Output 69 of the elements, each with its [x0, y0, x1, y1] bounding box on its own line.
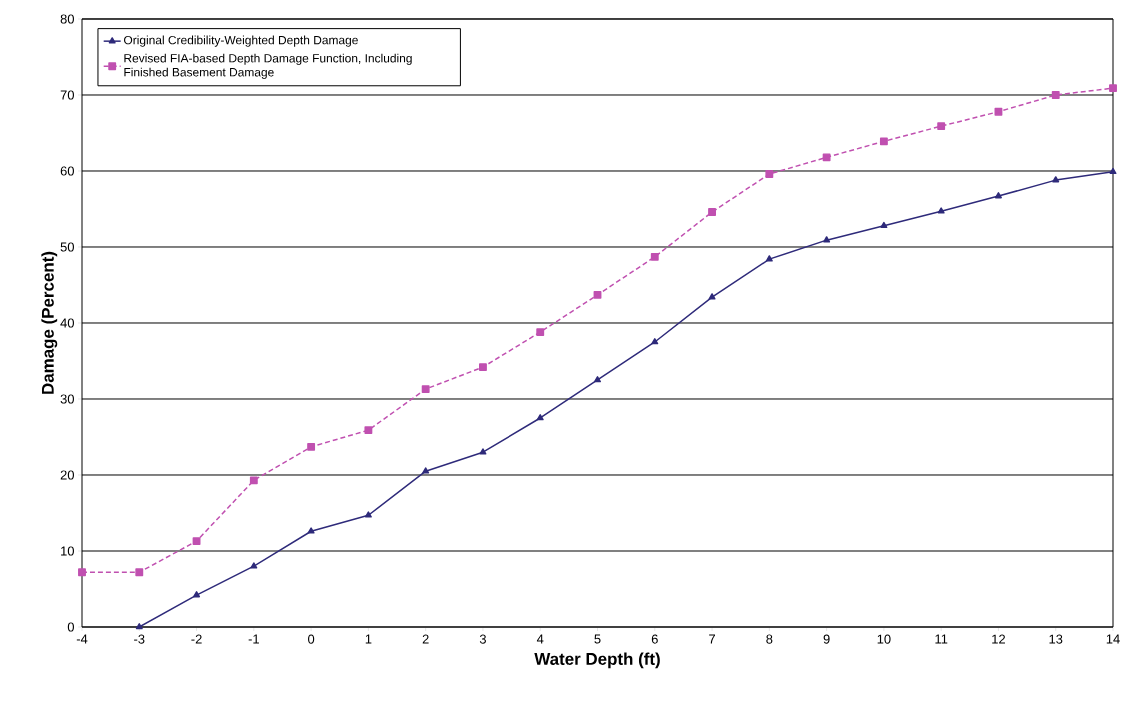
- point: [994, 107, 1003, 116]
- x-tick-label: 1: [365, 634, 372, 644]
- x-tick-label: -4: [76, 634, 88, 644]
- point: [479, 363, 487, 372]
- point: [249, 476, 258, 485]
- point: [1109, 167, 1117, 175]
- y-tick-label: 10: [61, 546, 74, 556]
- y-tick-label: 40: [60, 318, 74, 328]
- x-tick-label: -3: [134, 634, 145, 644]
- point: [651, 338, 659, 345]
- point: [421, 385, 430, 394]
- point: [1051, 91, 1060, 99]
- x-tick-label: 11: [935, 634, 948, 644]
- x-tick-label: 8: [766, 634, 773, 644]
- point: [250, 562, 258, 569]
- point: [765, 255, 773, 262]
- x-tick-label: 10: [877, 634, 891, 644]
- x-tick-label: 2: [422, 634, 429, 644]
- point: [135, 623, 143, 630]
- point: [994, 192, 1002, 199]
- legend-label: Original Credibility-Weighted Depth Damage: [124, 35, 358, 47]
- y-tick-label: 20: [60, 470, 74, 480]
- y-tick-label: 80: [60, 14, 74, 24]
- point: [479, 448, 487, 455]
- point: [1109, 84, 1117, 93]
- point: [765, 170, 774, 178]
- x-tick-label: 13: [1049, 634, 1063, 644]
- x-tick-label: 7: [709, 634, 715, 644]
- point: [307, 442, 316, 451]
- point: [880, 221, 888, 229]
- point: [593, 290, 602, 299]
- y-axis-title: Damage (Percent): [41, 251, 58, 394]
- point: [364, 511, 372, 518]
- point: [650, 252, 659, 261]
- y-tick-label: 30: [60, 394, 74, 404]
- y-tick-label: 70: [60, 90, 74, 100]
- point: [937, 122, 946, 131]
- x-tick-label: 14: [1106, 634, 1120, 644]
- y-tick-label: 50: [60, 242, 74, 252]
- y-tick-label: 60: [60, 166, 74, 176]
- x-tick-label: 12: [992, 634, 1005, 644]
- point: [937, 207, 945, 214]
- point: [422, 467, 430, 474]
- point: [708, 208, 716, 216]
- point: [708, 293, 716, 300]
- x-tick-label: 6: [651, 634, 658, 644]
- legend-label: Revised FIA-based Depth Damage Function, Including Finished Basement Damage: [124, 53, 412, 79]
- x-tick-label: 0: [308, 634, 315, 644]
- x-tick-label: -1: [248, 634, 259, 644]
- point: [135, 568, 144, 577]
- point: [78, 568, 86, 577]
- x-axis-title: Water Depth (ft): [534, 652, 660, 669]
- x-tick-label: 3: [479, 634, 486, 644]
- x-tick-label: 4: [536, 634, 544, 644]
- point: [823, 236, 831, 243]
- x-tick-label: -2: [191, 634, 202, 644]
- point: [536, 414, 544, 421]
- y-tick-label: 0: [67, 622, 74, 632]
- point: [593, 376, 602, 383]
- point: [536, 328, 545, 337]
- point: [879, 137, 888, 146]
- x-tick-label: 9: [823, 634, 830, 644]
- point: [1052, 176, 1060, 183]
- point: [822, 153, 831, 162]
- point: [307, 527, 315, 534]
- point: [193, 591, 201, 598]
- x-tick-label: 5: [594, 634, 601, 644]
- point: [364, 426, 373, 435]
- point: [192, 537, 201, 546]
